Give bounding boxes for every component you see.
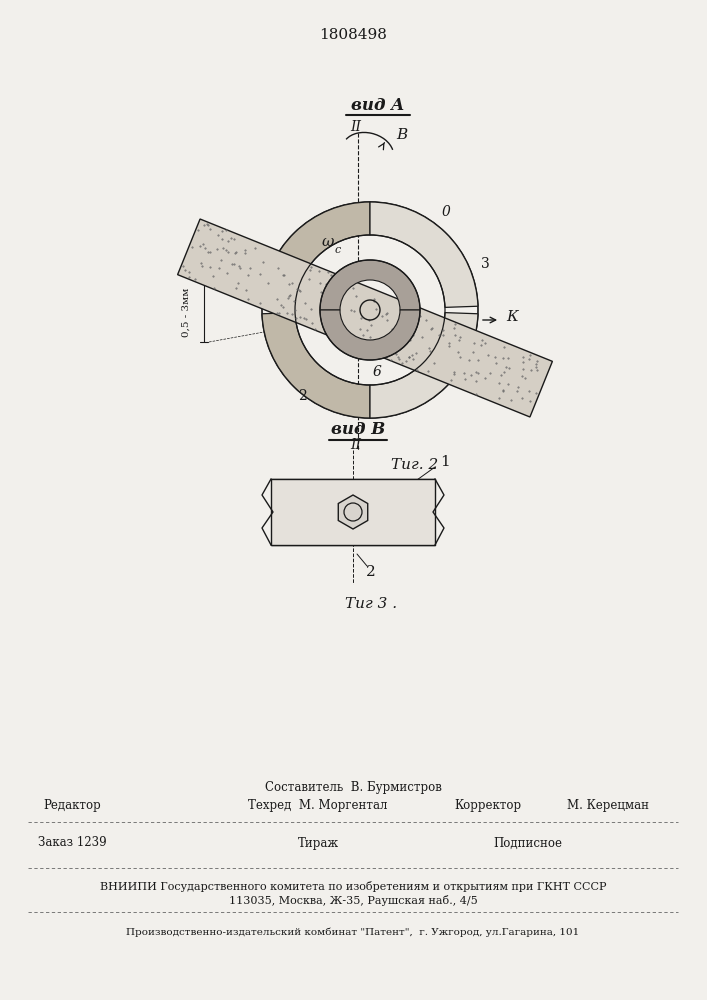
- Text: вид A: вид A: [351, 97, 404, 113]
- Text: Производственно-издательский комбинат "Патент",  г. Ужгород, ул.Гагарина, 101: Производственно-издательский комбинат "П…: [127, 927, 580, 937]
- Text: II: II: [351, 438, 361, 452]
- Wedge shape: [262, 313, 370, 418]
- Text: Редактор: Редактор: [43, 798, 101, 812]
- Text: Корректор: Корректор: [455, 798, 522, 812]
- Text: 0,5 - 3мм: 0,5 - 3мм: [182, 287, 190, 337]
- Text: Заказ 1239: Заказ 1239: [37, 836, 106, 850]
- Text: 2: 2: [298, 389, 306, 403]
- Text: Составитель  В. Бурмистров: Составитель В. Бурмистров: [264, 780, 441, 794]
- Text: Подписное: Подписное: [493, 836, 563, 850]
- Text: 113035, Москва, Ж-35, Раушская наб., 4/5: 113035, Москва, Ж-35, Раушская наб., 4/5: [228, 894, 477, 906]
- Text: К: К: [506, 310, 518, 324]
- Wedge shape: [262, 202, 370, 307]
- Text: Тираж: Тираж: [298, 836, 339, 850]
- Wedge shape: [370, 313, 478, 418]
- Polygon shape: [177, 219, 552, 417]
- Text: В: В: [397, 128, 408, 142]
- Wedge shape: [320, 260, 420, 310]
- Text: Техред  М. Моргентал: Техред М. Моргентал: [248, 798, 387, 812]
- Text: 0: 0: [442, 205, 451, 219]
- Text: 1808498: 1808498: [319, 28, 387, 42]
- Text: Τиг 3 .: Τиг 3 .: [345, 597, 397, 611]
- Text: 2: 2: [366, 565, 376, 579]
- Polygon shape: [338, 495, 368, 529]
- Text: 6: 6: [373, 365, 382, 379]
- Text: М. Керецман: М. Керецман: [567, 798, 649, 812]
- Text: II: II: [351, 120, 361, 134]
- Text: С: С: [228, 271, 240, 285]
- Text: 1: 1: [440, 455, 450, 469]
- Text: с: с: [335, 245, 341, 255]
- Polygon shape: [271, 479, 435, 545]
- Text: 3: 3: [481, 257, 489, 271]
- Text: вид B: вид B: [331, 422, 385, 438]
- Wedge shape: [370, 202, 478, 307]
- Text: 4: 4: [475, 361, 484, 375]
- Text: ω: ω: [322, 235, 334, 249]
- Wedge shape: [320, 310, 420, 360]
- Text: Τиг. 2: Τиг. 2: [392, 458, 438, 472]
- Text: ВНИИПИ Государственного комитета по изобретениям и открытиям при ГКНТ СССР: ВНИИПИ Государственного комитета по изоб…: [100, 880, 606, 892]
